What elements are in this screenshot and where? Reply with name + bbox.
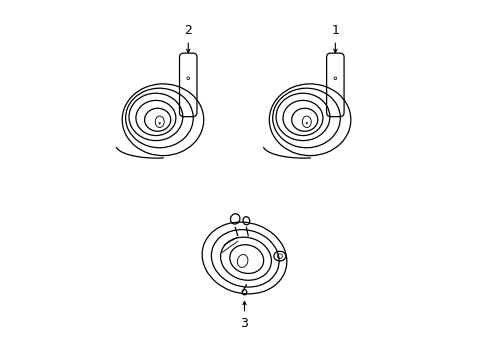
Polygon shape bbox=[305, 123, 307, 124]
Text: 2: 2 bbox=[184, 24, 192, 37]
Text: 1: 1 bbox=[331, 24, 339, 37]
Polygon shape bbox=[159, 123, 161, 124]
Text: 3: 3 bbox=[240, 317, 248, 330]
